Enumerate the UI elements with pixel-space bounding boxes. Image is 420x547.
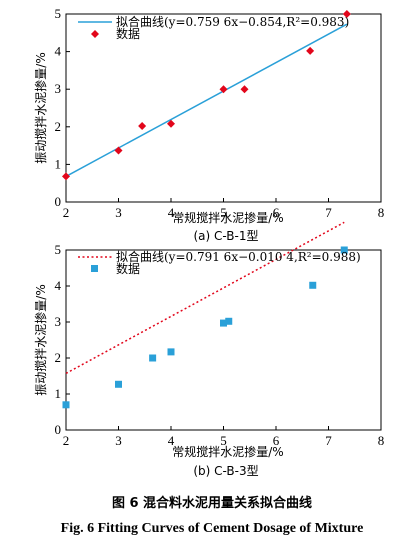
chart-a-x-tick-label: 3 — [115, 205, 122, 220]
chart-b-x-label: 常规搅拌水泥掺量/% — [172, 444, 283, 459]
chart-a-frame — [65, 13, 382, 203]
chart-b-y-tick-label: 5 — [55, 242, 62, 257]
chart-a-y-tick-label: 0 — [55, 194, 62, 209]
figure-caption-en: Fig. 6 Fitting Curves of Cement Dosage o… — [61, 521, 364, 536]
chart-b-x-tick-label: 6 — [273, 433, 280, 448]
chart-a-subtitle: (a) C-B-1型 — [193, 229, 258, 243]
chart-a-data-point — [240, 85, 249, 94]
chart-b-data-point — [167, 348, 175, 356]
chart-a-legend-fit-label: 拟合曲线(y=0.759 6x−0.854,R²=0.983) — [116, 14, 349, 29]
chart-b-fit-line — [65, 221, 345, 375]
chart-a-legend-points-label: 数据 — [116, 26, 140, 41]
chart-a-y-tick-label: 1 — [55, 156, 62, 171]
chart-b-x-tick-label: 7 — [325, 433, 332, 448]
chart-b-data-point — [225, 317, 233, 325]
chart-a-y-label: 振动搅拌水泥掺量/% — [33, 52, 48, 163]
chart-a-x-label: 常规搅拌水泥掺量/% — [172, 210, 283, 225]
chart-a-x-tick-label: 2 — [63, 205, 70, 220]
chart-a: 2 3 4 5 6 7 8 0 1 2 3 4 5 拟合曲线(y=0.759 6x−0.854,R²=… — [33, 6, 384, 243]
chart-b-legend: 拟合曲线(y=0.791 6x−0.010 4,R²=0.988) 数据 — [78, 249, 361, 276]
chart-b: 2 3 4 5 6 7 8 0 1 2 3 4 5 拟合曲线(y=0.791 6x−0.010 4,R… — [33, 221, 385, 478]
chart-a-y-tick-label: 4 — [55, 44, 62, 59]
chart-a-x-tick-label: 8 — [378, 205, 385, 220]
chart-a-data-point — [219, 85, 228, 94]
figure-caption-cn: 图 6 混合料水泥用量关系拟合曲线 — [112, 495, 312, 511]
chart-b-x-tick-label: 5 — [220, 433, 227, 448]
chart-a-x-tick-label: 5 — [220, 205, 227, 220]
chart-a-legend: 拟合曲线(y=0.759 6x−0.854,R²=0.983) 数据 — [78, 14, 349, 41]
chart-b-data-point — [340, 246, 348, 254]
chart-a-points — [62, 10, 351, 181]
chart-a-data-point — [342, 10, 351, 18]
chart-a-y-tick-label: 2 — [55, 119, 62, 134]
chart-a-y-tick-label: 5 — [55, 6, 62, 21]
chart-a-x-tick-label: 6 — [273, 205, 280, 220]
chart-b-x-tick-label: 3 — [115, 433, 122, 448]
chart-b-legend-fit-label: 拟合曲线(y=0.791 6x−0.010 4,R²=0.988) — [116, 249, 361, 264]
chart-a-fit-line — [65, 23, 348, 178]
chart-a-data-point — [138, 122, 147, 131]
chart-b-data-point — [220, 319, 227, 327]
chart-b-x-tick-label: 2 — [63, 433, 70, 448]
chart-b-y-tick-label: 4 — [55, 278, 62, 293]
chart-b-legend-marker — [91, 265, 98, 272]
chart-b-frame — [65, 249, 382, 431]
chart-b-data-point — [149, 354, 157, 362]
chart-a-x-ticks: 2 3 4 5 6 7 8 — [63, 198, 385, 220]
chart-b-y-label: 振动搅拌水泥掺量/% — [33, 284, 48, 395]
chart-b-y-tick-label: 1 — [55, 386, 62, 401]
chart-b-data-point — [115, 380, 122, 388]
chart-b-x-tick-label: 8 — [378, 433, 385, 448]
chart-a-data-point — [306, 46, 315, 55]
chart-b-y-ticks: 0 1 2 3 4 5 — [55, 242, 70, 437]
chart-b-legend-points-label: 数据 — [116, 261, 140, 276]
chart-a-data-point — [167, 119, 175, 128]
chart-b-data-point — [62, 401, 70, 409]
chart-a-x-tick-label: 4 — [168, 205, 175, 220]
chart-a-data-point — [114, 146, 123, 155]
chart-b-y-tick-label: 3 — [55, 314, 62, 329]
chart-a-x-tick-label: 7 — [325, 205, 332, 220]
chart-b-x-tick-label: 4 — [168, 433, 175, 448]
chart-a-legend-marker — [91, 30, 99, 38]
chart-a-data-point — [62, 172, 70, 181]
chart-b-subtitle: (b) C-B-3型 — [193, 464, 258, 478]
chart-b-points — [62, 246, 348, 409]
chart-a-y-tick-label: 3 — [55, 81, 62, 96]
chart-a-y-ticks: 0 1 2 3 4 5 — [55, 6, 70, 209]
chart-b-y-tick-label: 0 — [55, 422, 62, 437]
chart-b-data-point — [309, 281, 317, 289]
chart-b-x-ticks: 2 3 4 5 6 7 8 — [63, 426, 385, 448]
chart-b-y-tick-label: 2 — [55, 350, 62, 365]
